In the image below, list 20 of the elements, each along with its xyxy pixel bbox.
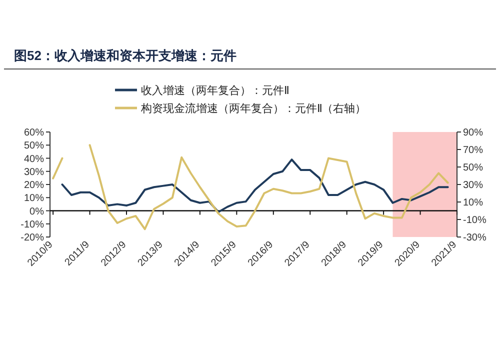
legend-label: 构资现金流增速（两年复合）：元件Ⅱ（右轴） (140, 102, 366, 115)
y-tick-label: 50% (24, 140, 44, 152)
y-tick-label: -10% (20, 219, 44, 230)
y-tick-label: 10% (24, 193, 44, 204)
y-tick-label: 40% (24, 154, 44, 165)
y2-tick-label: 50% (463, 162, 484, 174)
y-tick-label: 0% (30, 206, 44, 218)
chart-title: 图52：收入增速和资本开支增速：元件 (14, 48, 236, 63)
y-tick-label: 30% (24, 166, 44, 178)
y2-tick-label: -10% (463, 215, 486, 226)
y-tick-label: -20% (20, 232, 44, 244)
line-series (61, 158, 449, 214)
y2-tick-label: 10% (463, 198, 484, 208)
y2-tick-label: 30% (463, 180, 484, 191)
legend-label: 收入增速（两年复合）：元件Ⅱ (141, 84, 289, 97)
y2-tick-label: -30% (463, 232, 486, 244)
y2-tick-label: 90% (463, 128, 484, 138)
y-tick-label: 20% (24, 180, 44, 191)
y2-tick-label: 70% (463, 145, 484, 156)
y-tick-label: 60% (24, 128, 44, 138)
